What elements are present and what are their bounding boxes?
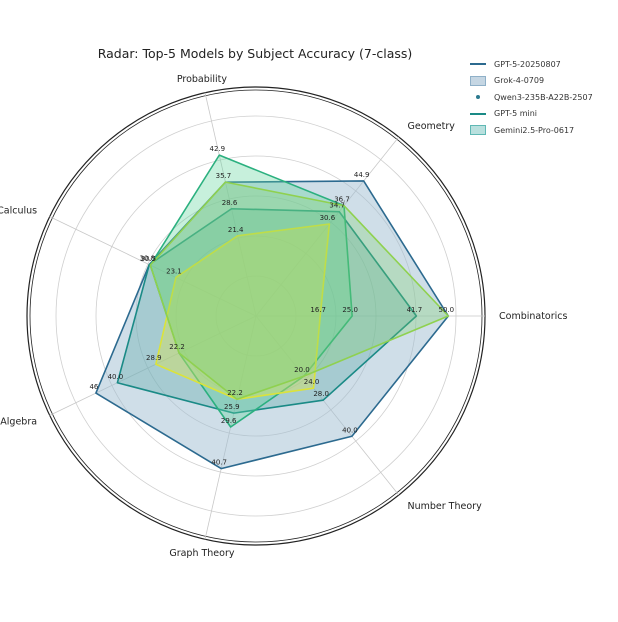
- value-label: 35.7: [216, 172, 232, 180]
- value-label: 24.0: [304, 378, 320, 386]
- legend-label: GPT-5-20250807: [494, 59, 561, 69]
- value-label: 28.9: [146, 354, 162, 362]
- series-area-0: [95, 180, 450, 470]
- value-label: 22.2: [227, 389, 243, 397]
- value-label: 50.0: [439, 306, 455, 314]
- value-label: 36.7: [334, 196, 350, 204]
- value-label: 40.0: [108, 373, 124, 381]
- legend-item: Grok-4-0709: [470, 73, 593, 90]
- axis-label: Number Theory: [408, 501, 483, 512]
- legend-label: Grok-4-0709: [494, 76, 545, 86]
- value-label: 28.6: [222, 199, 238, 207]
- value-label: 20.0: [294, 366, 310, 374]
- legend-label: GPT-5 mini: [494, 109, 538, 119]
- legend-label: Gemini2.5-Pro-0617: [494, 125, 575, 135]
- value-label: 29.6: [221, 417, 237, 425]
- value-label: 30.5: [141, 255, 157, 263]
- value-label: 28.0: [313, 390, 329, 398]
- legend-label: Qwen3-235B-A22B-2507: [494, 92, 593, 102]
- value-label: 46: [89, 383, 98, 391]
- legend-item: Qwen3-235B-A22B-2507: [470, 89, 593, 106]
- legend-item: GPT-5-20250807: [470, 56, 593, 73]
- value-label: 30.8: [139, 255, 155, 263]
- axis-label: Probability: [177, 74, 228, 85]
- value-label: 44.9: [354, 171, 370, 179]
- legend-swatch: [470, 92, 486, 102]
- legend-swatch: [470, 59, 486, 69]
- value-label: 30.6: [320, 214, 336, 222]
- value-label: 25.9: [224, 403, 240, 411]
- series-area-1: [116, 207, 418, 414]
- axis-label: Combinatorics: [499, 311, 568, 322]
- value-label: 23.1: [166, 267, 182, 275]
- series-area-3: [155, 223, 331, 401]
- value-label: 40.7: [211, 459, 227, 467]
- value-label: 21.4: [228, 226, 244, 234]
- legend: GPT-5-20250807 Grok-4-0709 Qwen3-235B-A22B…: [470, 56, 593, 139]
- chart-title: Radar: Top-5 Models by Subject Accuracy …: [97, 46, 413, 61]
- value-label: 40.0: [342, 426, 358, 434]
- legend-swatch: [470, 75, 486, 86]
- series-area-4: [149, 181, 450, 401]
- axis-label: Geometry: [408, 121, 456, 132]
- axis-label: Calculus: [0, 206, 37, 217]
- legend-swatch: [470, 109, 486, 119]
- value-label: 41.7: [407, 306, 423, 314]
- legend-item: Gemini2.5-Pro-0617: [470, 122, 593, 139]
- value-label: 16.7: [310, 306, 326, 314]
- value-label: 34.7: [329, 202, 345, 210]
- axis-label: Algebra: [0, 416, 37, 427]
- value-label: 22.2: [169, 343, 185, 351]
- value-label: 25.0: [342, 306, 358, 314]
- axis-label: Graph Theory: [169, 548, 235, 559]
- legend-item: GPT-5 mini: [470, 106, 593, 123]
- value-label: 42.9: [209, 145, 225, 153]
- legend-swatch: [470, 125, 486, 136]
